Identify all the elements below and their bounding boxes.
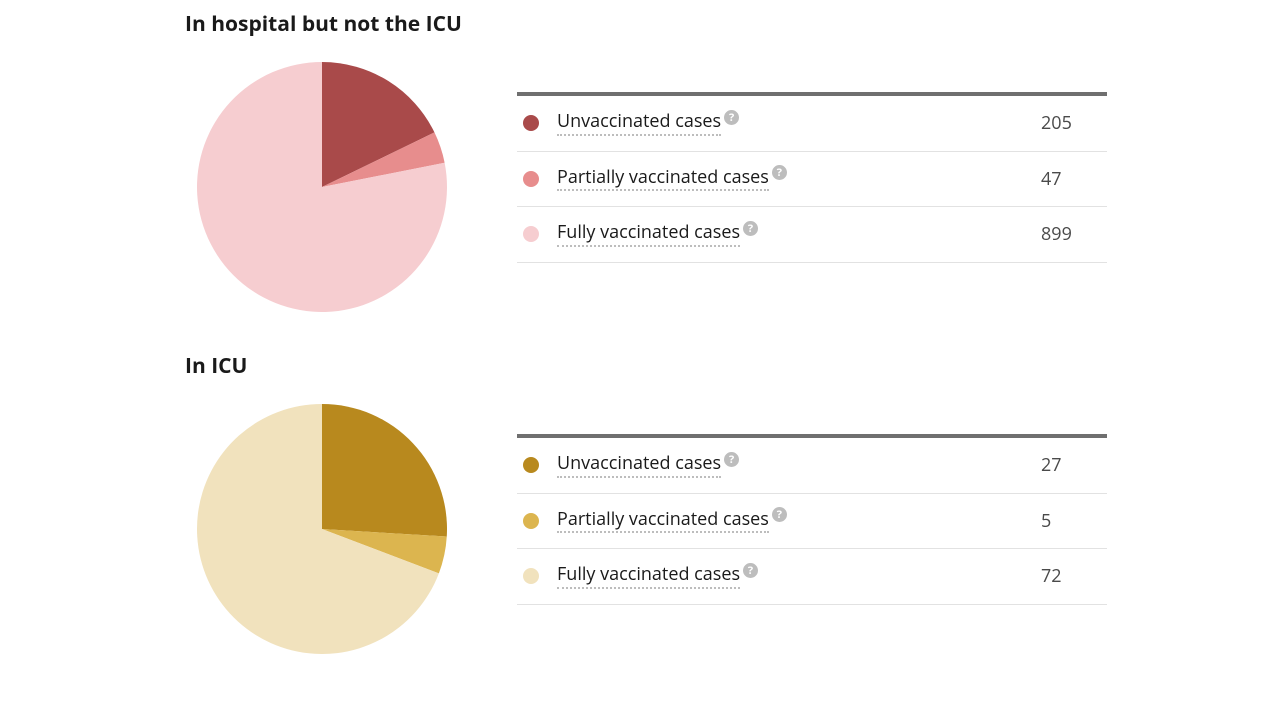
help-icon[interactable]: ? (772, 165, 787, 180)
legend-label: Fully vaccinated cases (557, 564, 740, 589)
content: In hospital but not the ICU Unvaccinated… (137, 0, 1142, 694)
legend-icu: Unvaccinated cases ? 27 Partially vaccin… (517, 434, 1107, 605)
legend-hospital: Unvaccinated cases ? 205 Partially vacci… (517, 92, 1107, 263)
help-icon[interactable]: ? (724, 452, 739, 467)
legend-row: Unvaccinated cases ? 205 (517, 96, 1107, 152)
legend-row: Fully vaccinated cases ? 899 (517, 207, 1107, 263)
help-icon[interactable]: ? (772, 507, 787, 522)
help-icon[interactable]: ? (743, 221, 758, 236)
section-icu: In ICU Unvaccinated cases ? 27 Parti (137, 352, 1142, 654)
legend-value: 5 (1031, 509, 1101, 533)
legend-label: Fully vaccinated cases (557, 222, 740, 247)
legend-value: 205 (1031, 111, 1101, 135)
legend-swatch (523, 115, 539, 131)
pie-svg-icu (197, 404, 447, 654)
legend-value: 899 (1031, 222, 1101, 246)
section-title-hospital: In hospital but not the ICU (137, 10, 1142, 38)
page: In hospital but not the ICU Unvaccinated… (0, 0, 1280, 720)
legend-swatch (523, 513, 539, 529)
legend-value: 72 (1031, 564, 1101, 588)
section-title-icu: In ICU (137, 352, 1142, 380)
legend-value: 27 (1031, 453, 1101, 477)
legend-label: Partially vaccinated cases (557, 509, 769, 534)
legend-value: 47 (1031, 167, 1101, 191)
pie-svg-hospital (197, 62, 447, 312)
section-hospital: In hospital but not the ICU Unvaccinated… (137, 10, 1142, 312)
legend-row: Partially vaccinated cases ? 47 (517, 152, 1107, 208)
legend-label: Unvaccinated cases (557, 453, 721, 478)
legend-row: Unvaccinated cases ? 27 (517, 438, 1107, 494)
legend-label: Unvaccinated cases (557, 111, 721, 136)
legend-swatch (523, 568, 539, 584)
section-body-icu: Unvaccinated cases ? 27 Partially vaccin… (137, 404, 1142, 654)
pie-chart-icu (197, 404, 447, 654)
legend-row: Fully vaccinated cases ? 72 (517, 549, 1107, 605)
legend-swatch (523, 171, 539, 187)
legend-label: Partially vaccinated cases (557, 167, 769, 192)
pie-chart-hospital (197, 62, 447, 312)
section-body-hospital: Unvaccinated cases ? 205 Partially vacci… (137, 62, 1142, 312)
pie-slice (322, 404, 447, 537)
help-icon[interactable]: ? (743, 563, 758, 578)
legend-swatch (523, 226, 539, 242)
legend-swatch (523, 457, 539, 473)
help-icon[interactable]: ? (724, 110, 739, 125)
legend-row: Partially vaccinated cases ? 5 (517, 494, 1107, 550)
